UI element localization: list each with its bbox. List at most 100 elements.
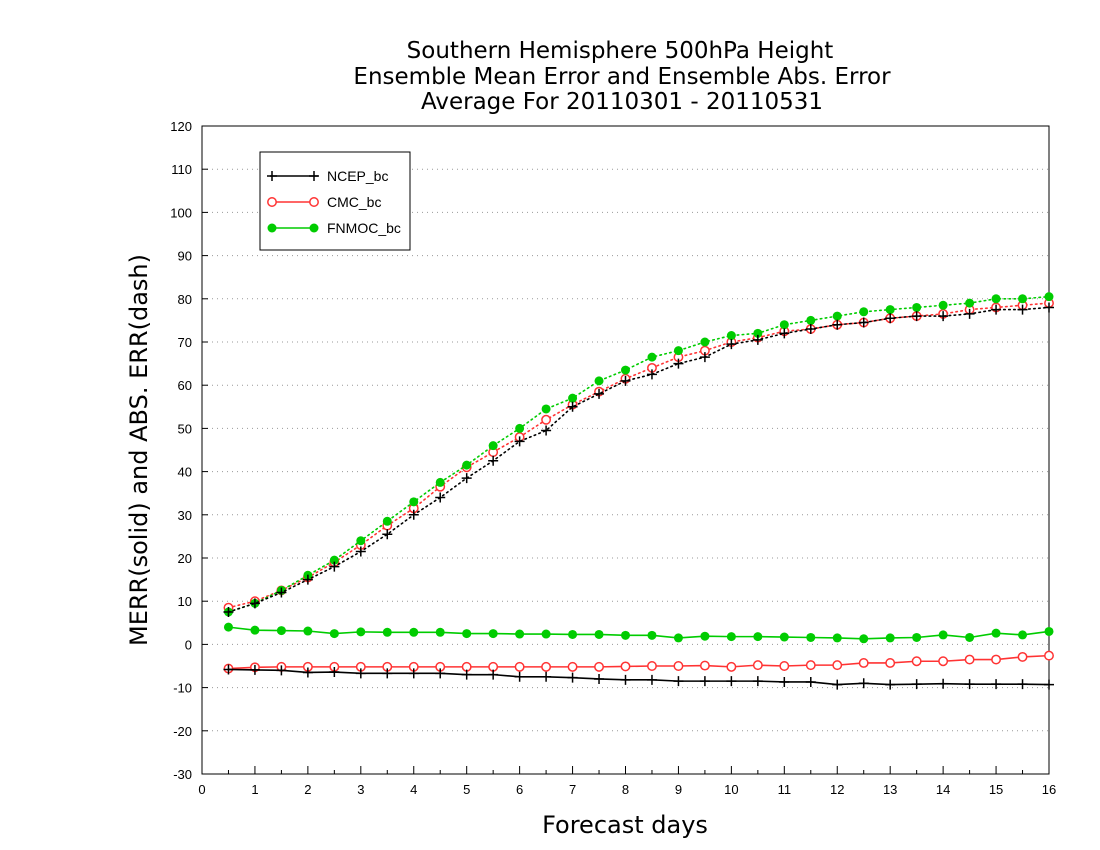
abs-err-point-cmc-bc [541, 414, 552, 425]
y-tick-label: 50 [178, 421, 192, 436]
y-axis-label: MERR(solid) and ABS. ERR(dash) [125, 254, 153, 646]
merr-point-fnmoc-bc [859, 634, 869, 644]
merr-point-cmc-bc [541, 661, 552, 672]
merr-point-cmc-bc [1044, 650, 1054, 661]
merr-point-ncep-bc [885, 679, 896, 690]
merr-point-fnmoc-bc [965, 632, 975, 642]
merr-point-ncep-bc [382, 668, 393, 679]
y-tick-label: 0 [185, 637, 192, 652]
merr-point-cmc-bc [885, 658, 896, 668]
abs-err-point-ncep-bc [223, 607, 234, 617]
legend-marker-fnmoc-bc [267, 223, 277, 233]
merr-point-cmc-bc [938, 656, 949, 667]
abs-err-point-fnmoc-bc [912, 302, 922, 312]
abs-err-point-ncep-bc [1044, 302, 1054, 313]
y-tick-label: 120 [170, 119, 192, 134]
legend-marker-fnmoc-bc [309, 223, 319, 233]
abs-err-point-fnmoc-bc [806, 315, 816, 325]
abs-err-point-ncep-bc [911, 311, 922, 322]
merr-point-ncep-bc [752, 676, 763, 687]
legend: NCEP_bc CMC_bc FNMOC_bc [259, 151, 411, 251]
x-tick-label: 14 [936, 782, 950, 797]
abs-err-point-ncep-bc [514, 436, 525, 447]
y-tick-label: 40 [178, 465, 192, 480]
abs-err-point-ncep-bc [752, 334, 763, 345]
x-tick-label: 10 [724, 782, 738, 797]
merr-point-ncep-bc [832, 679, 843, 690]
abs-err-point-ncep-bc [249, 598, 260, 609]
x-tick-label: 16 [1042, 782, 1056, 797]
abs-err-point-ncep-bc [435, 492, 446, 503]
merr-point-cmc-bc [805, 660, 816, 671]
y-tick-label: 70 [178, 335, 192, 350]
abs-err-point-ncep-bc [329, 561, 340, 572]
abs-err-line-fnmoc-bc [227, 295, 1050, 613]
merr-point-ncep-bc [911, 679, 922, 690]
merr-point-fnmoc-bc [356, 627, 366, 637]
merr-line-ncep-bc [228, 668, 1050, 686]
abs-err-point-fnmoc-bc [1044, 292, 1054, 302]
merr-point-ncep-bc [276, 665, 287, 676]
chart-title-line-1: Southern Hemisphere 500hPa Height [407, 38, 834, 64]
abs-err-point-fnmoc-bc [568, 393, 578, 403]
merr-point-fnmoc-bc [832, 633, 842, 643]
legend-box [259, 151, 411, 251]
abs-err-point-ncep-bc [805, 324, 816, 335]
merr-point-ncep-bc [488, 669, 499, 680]
chart-title-line-3: Average For 20110301 - 20110531 [421, 89, 823, 115]
merr-point-ncep-bc [938, 678, 949, 689]
abs-err-point-ncep-bc [302, 574, 313, 585]
merr-point-fnmoc-bc [885, 633, 895, 643]
y-tick-label: -10 [173, 681, 192, 696]
abs-err-point-fnmoc-bc [673, 346, 683, 356]
abs-err-point-fnmoc-bc [726, 331, 736, 341]
legend-marker-cmc-bc [309, 197, 319, 207]
abs-err-point-ncep-bc [673, 358, 684, 369]
merr-point-ncep-bc [435, 668, 446, 679]
series-cmc-bc [223, 298, 1054, 674]
abs-err-point-ncep-bc [991, 304, 1002, 315]
abs-err-point-ncep-bc [488, 455, 499, 466]
merr-line-fnmoc-bc [228, 626, 1050, 640]
abs-err-point-ncep-bc [408, 509, 419, 520]
merr-point-fnmoc-bc [991, 628, 1001, 638]
legend-label-cmc-bc: CMC_bc [327, 194, 381, 210]
merr-point-ncep-bc [567, 672, 578, 683]
abs-err-point-ncep-bc [355, 546, 366, 557]
x-tick-label: 12 [830, 782, 844, 797]
merr-point-fnmoc-bc [647, 630, 657, 640]
abs-err-line-ncep-bc [227, 306, 1050, 613]
abs-err-point-fnmoc-bc [647, 352, 657, 362]
legend-marker-ncep-bc [309, 171, 319, 181]
merr-point-ncep-bc [541, 671, 552, 682]
merr-point-fnmoc-bc [1018, 630, 1028, 640]
abs-err-point-fnmoc-bc [965, 298, 975, 308]
abs-err-point-fnmoc-bc [356, 536, 366, 546]
merr-point-ncep-bc [805, 676, 816, 687]
merr-point-ncep-bc [355, 668, 366, 679]
merr-point-ncep-bc [1044, 679, 1054, 690]
merr-point-ncep-bc [699, 676, 710, 687]
x-tick-label: 2 [304, 782, 311, 797]
merr-point-fnmoc-bc [303, 626, 313, 636]
merr-line-cmc-bc [228, 654, 1050, 670]
y-tick-label: 60 [178, 378, 192, 393]
merr-point-ncep-bc [620, 674, 631, 685]
abs-err-point-ncep-bc [885, 313, 896, 324]
abs-err-point-fnmoc-bc [382, 516, 392, 526]
abs-err-point-ncep-bc [541, 425, 552, 436]
merr-point-fnmoc-bc [382, 627, 392, 637]
abs-err-point-fnmoc-bc [409, 497, 419, 507]
y-tick-label: 30 [178, 508, 192, 523]
x-tick-label: 15 [989, 782, 1003, 797]
merr-point-ncep-bc [673, 676, 684, 687]
merr-point-ncep-bc [594, 673, 605, 684]
merr-point-fnmoc-bc [250, 625, 260, 635]
abs-err-point-ncep-bc [567, 401, 578, 412]
merr-point-fnmoc-bc [673, 633, 683, 643]
abs-err-point-ncep-bc [646, 369, 657, 380]
abs-err-point-ncep-bc [382, 529, 393, 540]
abs-err-point-fnmoc-bc [700, 337, 710, 347]
series [223, 292, 1054, 690]
abs-err-point-fnmoc-bc [435, 477, 445, 487]
